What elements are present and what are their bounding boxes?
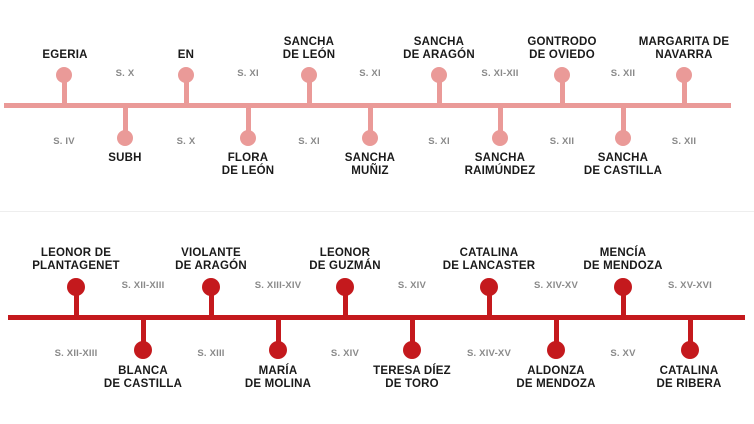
event-marker	[134, 341, 152, 359]
panel-divider	[0, 211, 754, 212]
event-stem	[208, 287, 214, 317]
century-label: S. XII	[671, 136, 697, 147]
century-label: S. IV	[53, 136, 75, 147]
event-stem	[342, 287, 348, 317]
event-name: MENCÍA DE MENDOZA	[583, 247, 663, 272]
event-name: TERESA DÍEZ DE TORO	[373, 365, 451, 390]
century-label: S. X	[115, 68, 135, 79]
event-marker	[336, 278, 354, 296]
century-label: S. XII-XIII	[54, 348, 98, 359]
event-name: SUBH	[108, 152, 142, 164]
event-name: LEONOR DE GUZMÁN	[309, 247, 381, 272]
event-stem	[687, 317, 693, 350]
event-marker	[362, 130, 378, 146]
event-stem	[486, 287, 492, 317]
century-label: S. XIV-XV	[533, 280, 579, 291]
century-label: S. XIV	[397, 280, 427, 291]
event-stem	[275, 317, 281, 350]
event-name: VIOLANTE DE ARAGÓN	[175, 247, 247, 272]
event-stem	[73, 287, 79, 317]
century-label: S. XIII	[197, 348, 225, 359]
event-stem	[559, 75, 565, 105]
event-stem	[436, 75, 442, 105]
event-marker	[301, 67, 317, 83]
event-stem	[681, 75, 687, 105]
century-label: S. XII	[549, 136, 575, 147]
event-name: FLORA DE LEÓN	[221, 152, 275, 177]
event-marker	[269, 341, 287, 359]
event-marker	[547, 341, 565, 359]
event-stem	[620, 287, 626, 317]
event-marker	[554, 67, 570, 83]
event-name: SANCHA MUÑIZ	[344, 152, 396, 177]
event-name: MARÍA DE MOLINA	[244, 365, 312, 390]
timeline-panel-late: LEONOR DE PLANTAGENET S. XII-XIII BLANCA D…	[0, 212, 754, 424]
timeline-axis	[8, 315, 745, 320]
timeline-panel-early: EGERIA S. IV SUBH S. X EN S. X FLORA DE LEÓN S.…	[4, 36, 731, 177]
century-label: S. XIV-XV	[466, 348, 512, 359]
event-name: MARGARITA DE NAVARRA	[638, 36, 730, 61]
event-name: LEONOR DE PLANTAGENET	[32, 247, 120, 272]
century-label: S. XI	[237, 68, 259, 79]
event-name: SANCHA DE ARAGÓN	[403, 36, 475, 61]
event-marker	[117, 130, 133, 146]
event-stem	[620, 105, 626, 138]
century-label: S. XI	[428, 136, 450, 147]
event-marker	[492, 130, 508, 146]
century-label: S. XII	[610, 68, 636, 79]
event-stem	[183, 75, 189, 105]
century-label: S. XV	[610, 348, 636, 359]
event-stem	[140, 317, 146, 350]
century-label: S. XIV	[330, 348, 360, 359]
event-marker	[403, 341, 421, 359]
event-marker	[480, 278, 498, 296]
event-name: CATALINA DE LANCASTER	[442, 247, 536, 272]
event-name: SANCHA DE CASTILLA	[583, 152, 663, 177]
event-marker	[676, 67, 692, 83]
event-name: CATALINA DE RIBERA	[656, 365, 722, 390]
event-marker	[202, 278, 220, 296]
century-label: S. XI-XII	[481, 68, 519, 79]
century-label: S. X	[176, 136, 196, 147]
event-marker	[614, 278, 632, 296]
event-marker	[240, 130, 256, 146]
event-marker	[178, 67, 194, 83]
event-stem	[409, 317, 415, 350]
event-stem	[367, 105, 373, 138]
century-label: S. XI	[359, 68, 381, 79]
century-label: S. XIII-XIV	[254, 280, 302, 291]
event-stem	[122, 105, 128, 138]
event-marker	[681, 341, 699, 359]
event-marker	[615, 130, 631, 146]
event-name: SANCHA DE LEÓN	[282, 36, 336, 61]
event-name: GONTRODO DE OVIEDO	[527, 36, 597, 61]
event-marker	[431, 67, 447, 83]
event-marker	[67, 278, 85, 296]
event-stem	[553, 317, 559, 350]
event-stem	[497, 105, 503, 138]
event-marker	[56, 67, 72, 83]
event-name: SANCHA RAIMÚNDEZ	[464, 152, 536, 177]
century-label: S. XII-XIII	[121, 280, 165, 291]
event-stem	[61, 75, 67, 105]
event-name: EN	[177, 48, 195, 61]
event-name: EGERIA	[42, 48, 88, 61]
event-name: ALDONZA DE MENDOZA	[516, 365, 596, 390]
event-name: BLANCA DE CASTILLA	[103, 365, 183, 390]
event-stem	[245, 105, 251, 138]
century-label: S. XV-XVI	[667, 280, 713, 291]
century-label: S. XI	[298, 136, 320, 147]
event-stem	[306, 75, 312, 105]
